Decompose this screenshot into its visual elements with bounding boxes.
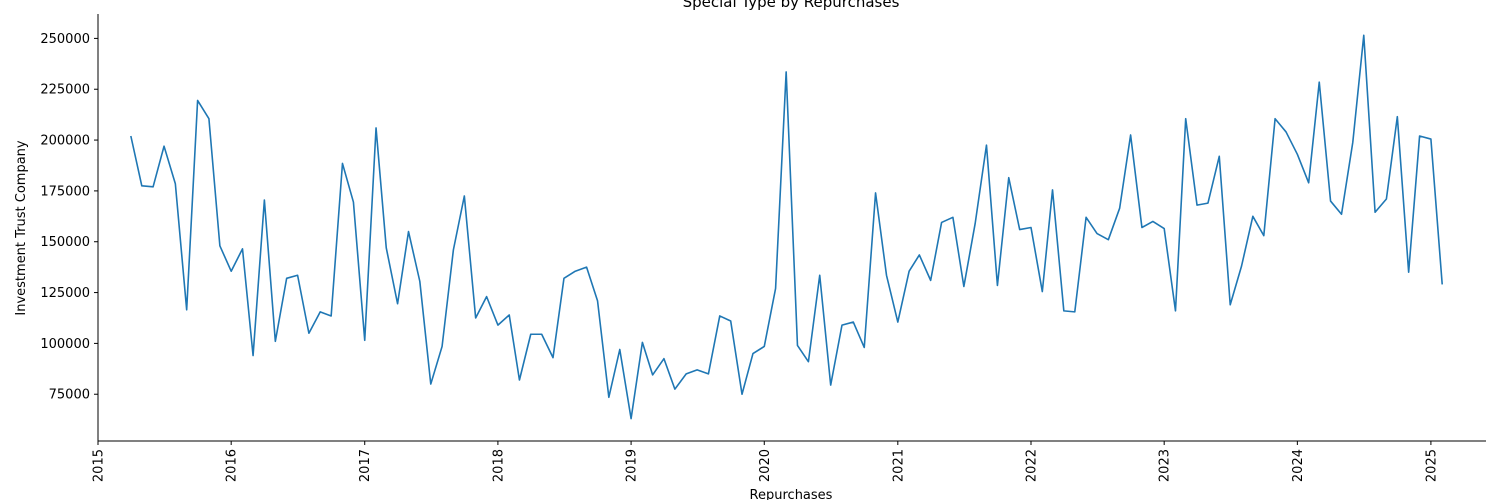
- x-axis-title: Repurchases: [750, 488, 833, 500]
- y-tick-label: 250000: [40, 32, 90, 47]
- x-axis-ticks: 2015 2016 2017 2018 2019 2020 2021 2022 2023 2024…: [92, 441, 1439, 482]
- series-line: [130, 34, 1444, 420]
- y-tick-label: 225000: [40, 83, 90, 98]
- y-tick-label: 125000: [40, 286, 90, 301]
- x-tick-label: 2015: [92, 449, 107, 482]
- x-tick-label: 2018: [491, 449, 506, 482]
- x-tick-label: 2024: [1291, 449, 1306, 482]
- y-axis-ticks: 75000 100000 125000 150000 175000 200000 22500…: [40, 32, 98, 403]
- x-tick-label: 2022: [1024, 449, 1039, 482]
- y-axis-title: Investment Trust Company: [14, 140, 29, 316]
- chart-title: Special Type by Repurchases: [683, 0, 900, 11]
- y-tick-label: 75000: [49, 388, 90, 403]
- x-tick-label: 2021: [891, 449, 906, 482]
- y-tick-label: 175000: [40, 184, 90, 199]
- x-tick-label: 2016: [225, 449, 240, 482]
- x-tick-label: 2017: [358, 449, 373, 482]
- y-tick-label: 150000: [40, 235, 90, 250]
- x-tick-label: 2019: [625, 449, 640, 482]
- x-tick-label: 2025: [1424, 449, 1439, 482]
- x-tick-label: 2023: [1158, 449, 1173, 482]
- x-tick-label: 2020: [758, 449, 773, 482]
- y-tick-label: 200000: [40, 134, 90, 149]
- y-tick-label: 100000: [40, 337, 90, 352]
